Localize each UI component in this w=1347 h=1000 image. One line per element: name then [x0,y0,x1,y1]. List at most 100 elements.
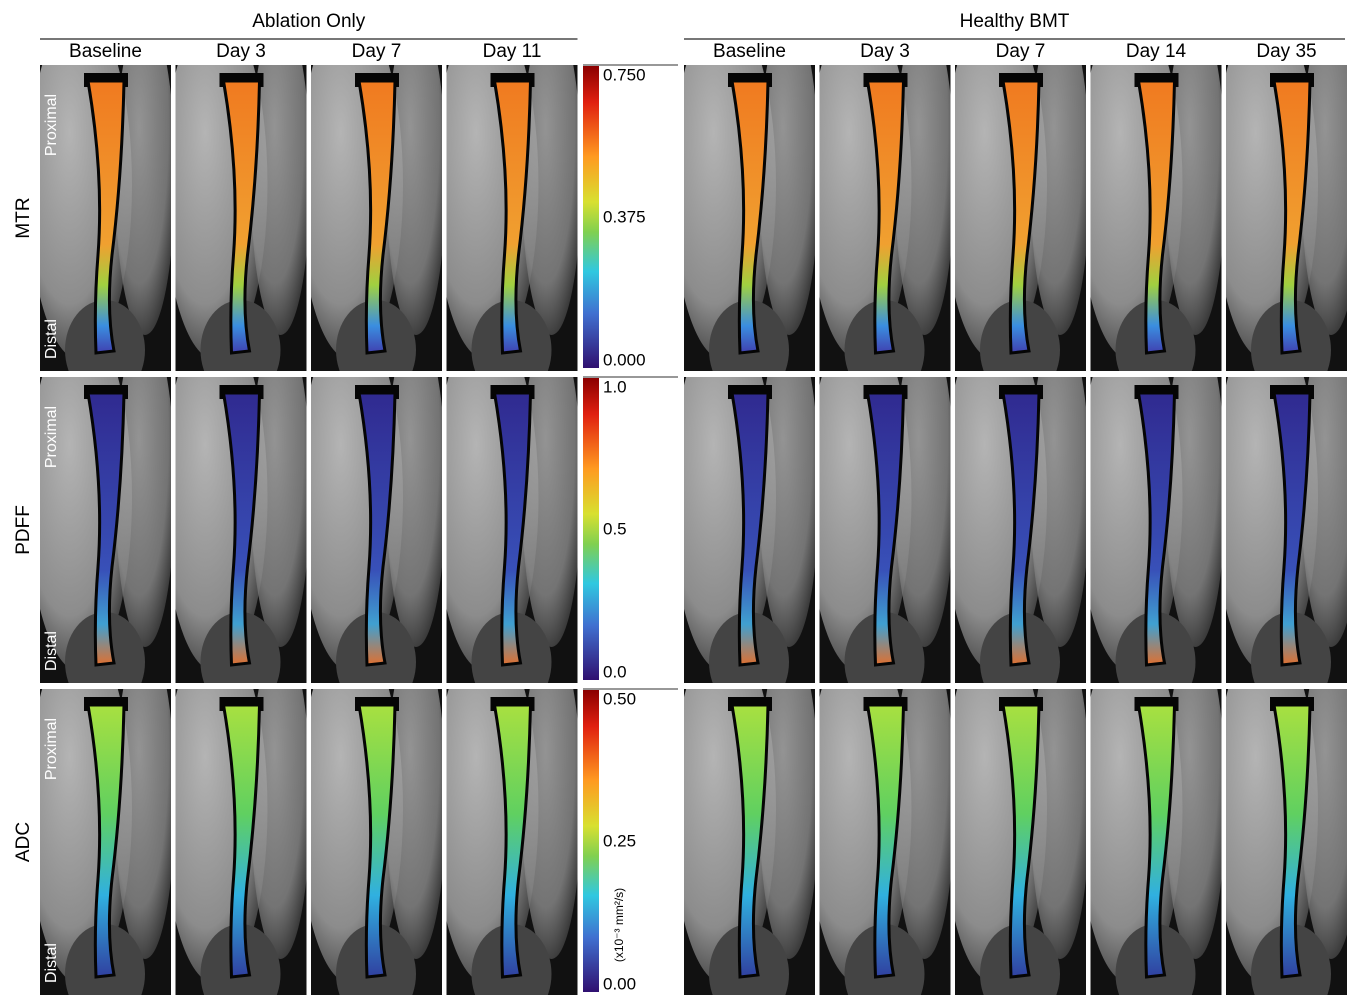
mri-panel [40,689,171,995]
proximal-label: Proximal [43,718,60,780]
muscle [521,377,578,647]
mri-panel [40,65,171,371]
muscle [1165,689,1222,959]
row-label: ADC [13,822,34,862]
colorbar-tick-label: 0.00 [603,974,636,993]
muscle [1030,377,1086,647]
mri-panel [175,377,307,683]
mri-panel [175,65,307,371]
bone-map [357,79,397,355]
colorbar-tick-label: 0.750 [603,65,646,84]
bone-map [865,703,906,979]
muscle [894,65,951,335]
distal-label: Distal [43,943,60,983]
colorbar-tick-label: 0.5 [603,519,627,538]
mri-panel [955,377,1086,683]
bone-map [865,79,906,355]
bone-map [357,703,397,979]
column-label: Day 3 [216,41,266,62]
row-label: MTR [13,197,34,238]
column-label: Day 7 [352,41,402,62]
mri-panel [40,377,171,683]
muscle [759,377,815,647]
mri-panel [1090,377,1222,683]
proximal-label: Proximal [43,406,60,468]
column-label: Baseline [713,41,786,62]
mri-panel [311,65,442,371]
muscle [1030,65,1086,335]
muscle [894,377,951,647]
bone-map [730,391,770,667]
column-label: Day 14 [1126,41,1187,62]
bone-map [86,703,126,979]
bone-map [1001,79,1041,355]
muscle [115,377,171,647]
muscle [894,689,951,959]
bone-map [492,391,533,667]
bone-map [221,79,262,355]
group-title: Ablation Only [252,11,366,32]
muscle [1301,689,1347,959]
column-label: Day 35 [1256,41,1316,62]
colorbar-tick-label: 0.50 [603,689,636,708]
colorbar-tick-label: 1.0 [603,377,627,396]
mri-panel [1226,377,1347,683]
colorbar-tick-label: 0.375 [603,207,646,226]
mri-panel [819,377,951,683]
muscle [386,689,442,959]
mri-panel [955,65,1086,371]
muscle [250,689,307,959]
muscle [115,65,171,335]
muscle [1030,689,1086,959]
colorbar-tick-label: 0.25 [603,831,636,850]
colorbar [583,378,599,680]
bone-map [1001,703,1041,979]
bone-map [1272,391,1312,667]
mri-panel [684,689,815,995]
bone-map [1001,391,1041,667]
mri-panel [819,65,951,371]
row-label: PDFF [13,505,34,555]
mri-panel [446,377,578,683]
bone-map [492,79,533,355]
bone-map [86,391,126,667]
colorbar [583,690,599,992]
bone-map [221,391,262,667]
muscle [521,65,578,335]
muscle [759,689,815,959]
bone-map [865,391,906,667]
mri-panel [684,377,815,683]
colorbar-tick-label: 0.000 [603,350,646,369]
bone-map [1272,79,1312,355]
mri-panel [1226,689,1347,995]
proximal-label: Proximal [43,94,60,156]
bone-map [730,703,770,979]
colorbar [583,66,599,368]
muscle [521,689,578,959]
bone-map [1136,703,1177,979]
muscle [1301,65,1347,335]
muscle [250,65,307,335]
distal-label: Distal [43,631,60,671]
mri-panel [311,377,442,683]
mri-panel [1090,65,1222,371]
muscle [386,377,442,647]
bone-map [730,79,770,355]
mri-panel [819,689,951,995]
mri-panel [446,65,578,371]
bone-map [1272,703,1312,979]
column-label: Day 11 [483,41,542,62]
muscle [759,65,815,335]
muscle [386,65,442,335]
column-label: Baseline [69,41,142,62]
mri-panel [1226,65,1347,371]
column-label: Day 3 [860,41,910,62]
mri-panel [175,689,307,995]
bone-map [86,79,126,355]
group-title: Healthy BMT [960,11,1070,32]
muscle [115,689,171,959]
muscle [1165,65,1222,335]
mri-panel [684,65,815,371]
muscle [250,377,307,647]
